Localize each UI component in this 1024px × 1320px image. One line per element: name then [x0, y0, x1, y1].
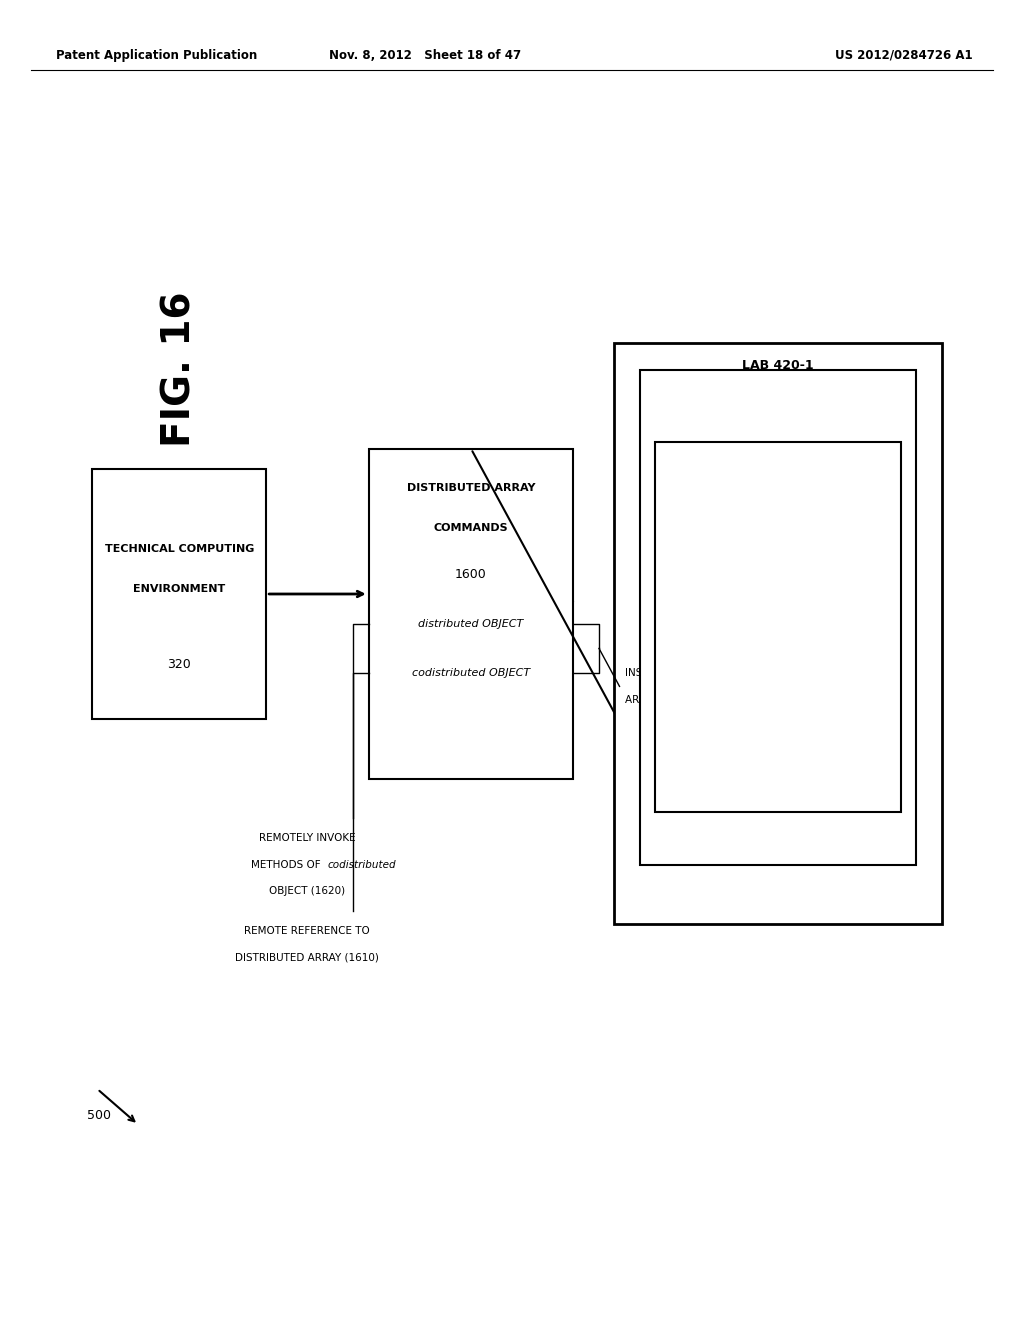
Bar [614, 343, 942, 924]
Text: 500: 500 [87, 1109, 111, 1122]
Bar [655, 442, 901, 812]
Text: ARRAY (1630): ARRAY (1630) [625, 694, 696, 705]
Text: Nov. 8, 2012   Sheet 18 of 47: Nov. 8, 2012 Sheet 18 of 47 [329, 49, 521, 62]
Text: DISTRIBUTED ARRAY (1610): DISTRIBUTED ARRAY (1610) [236, 952, 379, 962]
Text: 320: 320 [167, 657, 191, 671]
Text: REMOTE REFERENCE TO: REMOTE REFERENCE TO [245, 925, 370, 936]
Text: DATA PORTION: DATA PORTION [732, 593, 824, 602]
Text: INSTANCE OF DISTRIBUTED: INSTANCE OF DISTRIBUTED [625, 668, 766, 678]
Text: 1640: 1640 [763, 433, 794, 446]
Text: METHODS OF: METHODS OF [251, 859, 324, 870]
Text: distributed OBJECT: distributed OBJECT [419, 619, 523, 628]
Text: LAB 420-1: LAB 420-1 [742, 359, 814, 372]
Text: REMOTELY INVOKE: REMOTELY INVOKE [259, 833, 355, 843]
Text: 1600: 1600 [455, 568, 487, 581]
Bar [92, 469, 266, 719]
Text: codistributed OBJECT: codistributed OBJECT [412, 668, 530, 678]
Text: codistributed OBJECT: codistributed OBJECT [719, 385, 838, 396]
Text: Patent Application Publication: Patent Application Publication [56, 49, 258, 62]
Text: codistributed: codistributed [328, 859, 396, 870]
Bar [369, 449, 573, 779]
Text: TECHNICAL COMPUTING: TECHNICAL COMPUTING [104, 544, 254, 554]
Text: DISTRIBUTED ARRAY: DISTRIBUTED ARRAY [714, 525, 843, 536]
Text: 1650: 1650 [762, 676, 795, 689]
Bar [640, 370, 916, 865]
Text: COMMANDS: COMMANDS [434, 523, 508, 533]
Text: DISTRIBUTED ARRAY: DISTRIBUTED ARRAY [407, 483, 536, 494]
Text: OBJECT (1620): OBJECT (1620) [269, 886, 345, 896]
Text: FIG. 16: FIG. 16 [160, 292, 199, 447]
Text: US 2012/0284726 A1: US 2012/0284726 A1 [836, 49, 973, 62]
Text: ENVIRONMENT: ENVIRONMENT [133, 583, 225, 594]
